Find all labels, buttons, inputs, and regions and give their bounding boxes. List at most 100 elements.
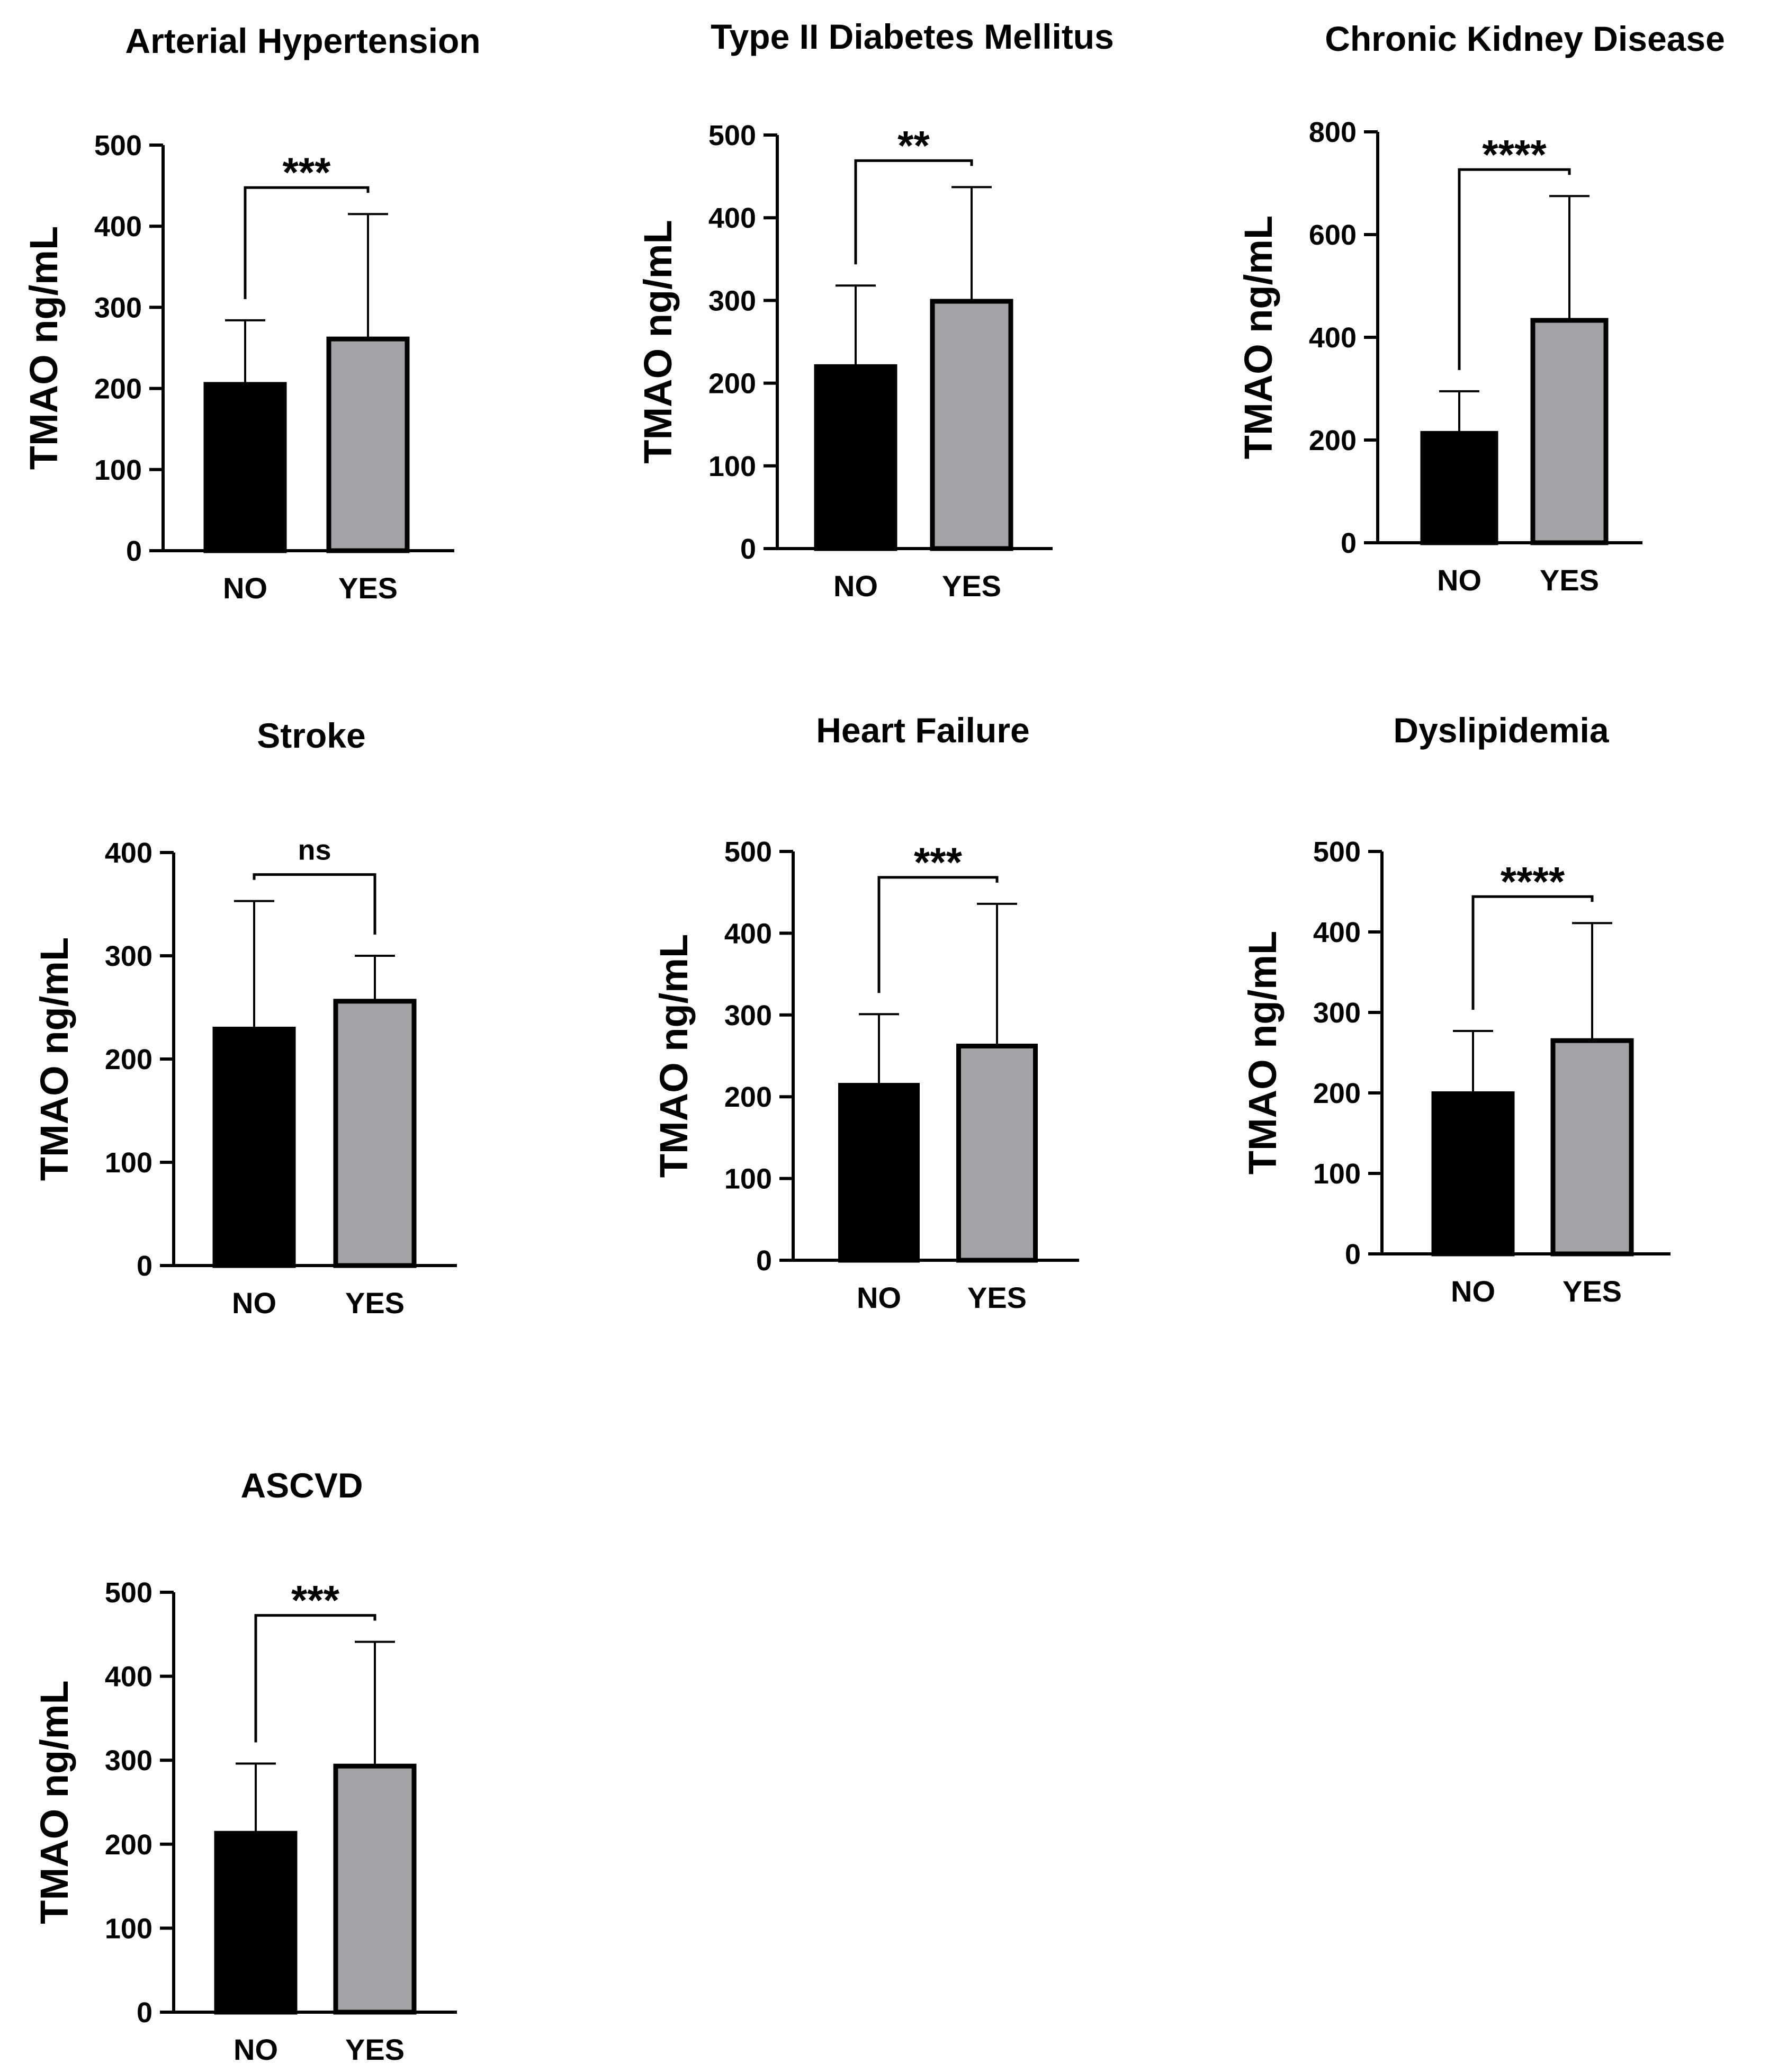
chart-title: Chronic Kidney Disease <box>1325 19 1725 58</box>
chart-panel-3: Chronic Kidney Disease TMAO ng/mL 0 200 400 6… <box>1236 19 1725 597</box>
y-tick-label: 400 <box>708 202 756 234</box>
x-tick-label: YES <box>345 2033 405 2066</box>
y-axis-label: TMAO ng/mL <box>1236 216 1280 459</box>
x-tick-label: NO <box>234 2033 278 2066</box>
bar-yes <box>333 999 417 1268</box>
y-tick-label: 400 <box>1309 322 1357 354</box>
y-tick-label: 500 <box>1313 836 1361 868</box>
y-tick-label: 100 <box>1313 1158 1361 1190</box>
y-tick-label: 500 <box>105 1577 152 1609</box>
y-axis-label: TMAO ng/mL <box>32 937 76 1181</box>
bar-yes <box>1530 318 1609 545</box>
y-tick-label: 600 <box>1309 219 1357 251</box>
bar-no <box>212 1026 296 1268</box>
significance-bracket <box>877 876 999 993</box>
x-tick-label: YES <box>1563 1275 1622 1308</box>
y-tick-label: 300 <box>724 1000 772 1031</box>
y-tick-label: 0 <box>1345 1239 1361 1270</box>
significance-label: ns <box>298 835 331 866</box>
chart-title: Stroke <box>257 716 365 755</box>
y-axis-label: TMAO ng/mL <box>22 226 66 470</box>
y-tick-label: 400 <box>94 211 142 243</box>
y-axis-label: TMAO ng/mL <box>1241 931 1285 1174</box>
chart-panel-6: Dyslipidemia TMAO ng/mL 0 100 200 300 400 500 NO… <box>1241 711 1671 1308</box>
x-tick-label: YES <box>967 1281 1027 1314</box>
significance-bracket <box>1458 168 1571 370</box>
y-tick-label: 400 <box>724 918 772 949</box>
significance-label: **** <box>1501 858 1565 904</box>
bar-no <box>214 1831 298 2015</box>
x-tick-label: YES <box>1540 563 1599 597</box>
significance-label: *** <box>914 839 963 885</box>
y-tick-label: 200 <box>105 1044 152 1075</box>
y-tick-label: 200 <box>94 373 142 405</box>
y-tick-label: 800 <box>1309 116 1357 148</box>
y-tick-label: 200 <box>105 1829 152 1861</box>
bar-no <box>203 382 287 553</box>
x-tick-label: NO <box>232 1286 276 1320</box>
y-tick-label: 400 <box>105 837 152 869</box>
significance-label: **** <box>1482 131 1547 177</box>
x-tick-label: NO <box>1437 563 1481 597</box>
y-tick-label: 500 <box>94 130 142 162</box>
bar-no <box>1431 1091 1515 1257</box>
significance-bracket <box>254 1614 376 1743</box>
y-tick-label: 200 <box>1309 425 1357 456</box>
y-tick-label: 300 <box>708 285 756 317</box>
significance-bracket <box>1471 895 1594 1010</box>
chart-panel-2: Type II Diabetes Mellitus TMAO ng/mL 0 100 2… <box>636 17 1114 603</box>
y-tick-label: 0 <box>137 1997 152 2029</box>
y-tick-label: 100 <box>105 1147 152 1179</box>
y-tick-label: 300 <box>105 1745 152 1777</box>
significance-label: *** <box>291 1577 340 1623</box>
significance-bracket <box>244 186 370 299</box>
chart-title: Dyslipidemia <box>1393 711 1609 750</box>
y-tick-label: 100 <box>105 1913 152 1944</box>
chart-title: Heart Failure <box>816 711 1029 750</box>
bar-yes <box>956 1043 1038 1263</box>
chart-panel-4: Stroke TMAO ng/mL 0 100 200 300 400 NO YES ns <box>32 716 457 1320</box>
y-axis-label: TMAO ng/mL <box>652 934 696 1178</box>
significance-bracket <box>253 873 376 935</box>
y-tick-label: 0 <box>1341 527 1357 559</box>
bar-no <box>1420 430 1498 545</box>
x-tick-label: YES <box>942 569 1001 603</box>
y-tick-label: 300 <box>94 292 142 324</box>
x-tick-label: NO <box>857 1281 901 1314</box>
y-tick-label: 0 <box>137 1250 152 1282</box>
chart-panel-7: ASCVD TMAO ng/mL 0 100 200 300 400 500 NO YES *** <box>32 1466 457 2066</box>
y-tick-label: 200 <box>724 1081 772 1113</box>
chart-title: ASCVD <box>240 1466 363 1505</box>
x-tick-label: NO <box>833 569 878 603</box>
significance-label: *** <box>282 149 331 195</box>
chart-panel-1: Arterial Hypertension TMAO ng/mL 0 100 200 30… <box>22 21 481 605</box>
y-tick-label: 100 <box>724 1163 772 1195</box>
significance-bracket <box>854 159 973 265</box>
x-tick-label: NO <box>1451 1275 1495 1308</box>
bar-yes <box>930 299 1013 551</box>
bar-yes <box>326 336 410 553</box>
chart-title: Arterial Hypertension <box>125 21 480 60</box>
y-tick-label: 0 <box>740 533 756 565</box>
y-tick-label: 200 <box>1313 1078 1361 1109</box>
y-axis-label: TMAO ng/mL <box>636 220 680 463</box>
y-axis-label: TMAO ng/mL <box>32 1680 76 1924</box>
x-tick-label: YES <box>345 1286 405 1320</box>
significance-label: ** <box>897 122 930 168</box>
y-tick-label: 300 <box>105 940 152 972</box>
y-tick-label: 500 <box>708 120 756 151</box>
chart-title: Type II Diabetes Mellitus <box>711 17 1114 56</box>
bar-no <box>814 364 897 551</box>
y-tick-label: 500 <box>724 836 772 868</box>
chart-panel-5: Heart Failure TMAO ng/mL 0 100 200 300 400 500 N… <box>652 711 1079 1314</box>
y-tick-label: 100 <box>708 451 756 482</box>
bar-yes <box>1550 1038 1634 1257</box>
y-tick-label: 200 <box>708 368 756 400</box>
y-tick-label: 400 <box>105 1661 152 1693</box>
x-tick-label: YES <box>338 571 398 605</box>
y-tick-label: 0 <box>756 1245 772 1277</box>
x-tick-label: NO <box>223 571 267 605</box>
y-tick-label: 100 <box>94 454 142 486</box>
y-tick-label: 400 <box>1313 917 1361 948</box>
